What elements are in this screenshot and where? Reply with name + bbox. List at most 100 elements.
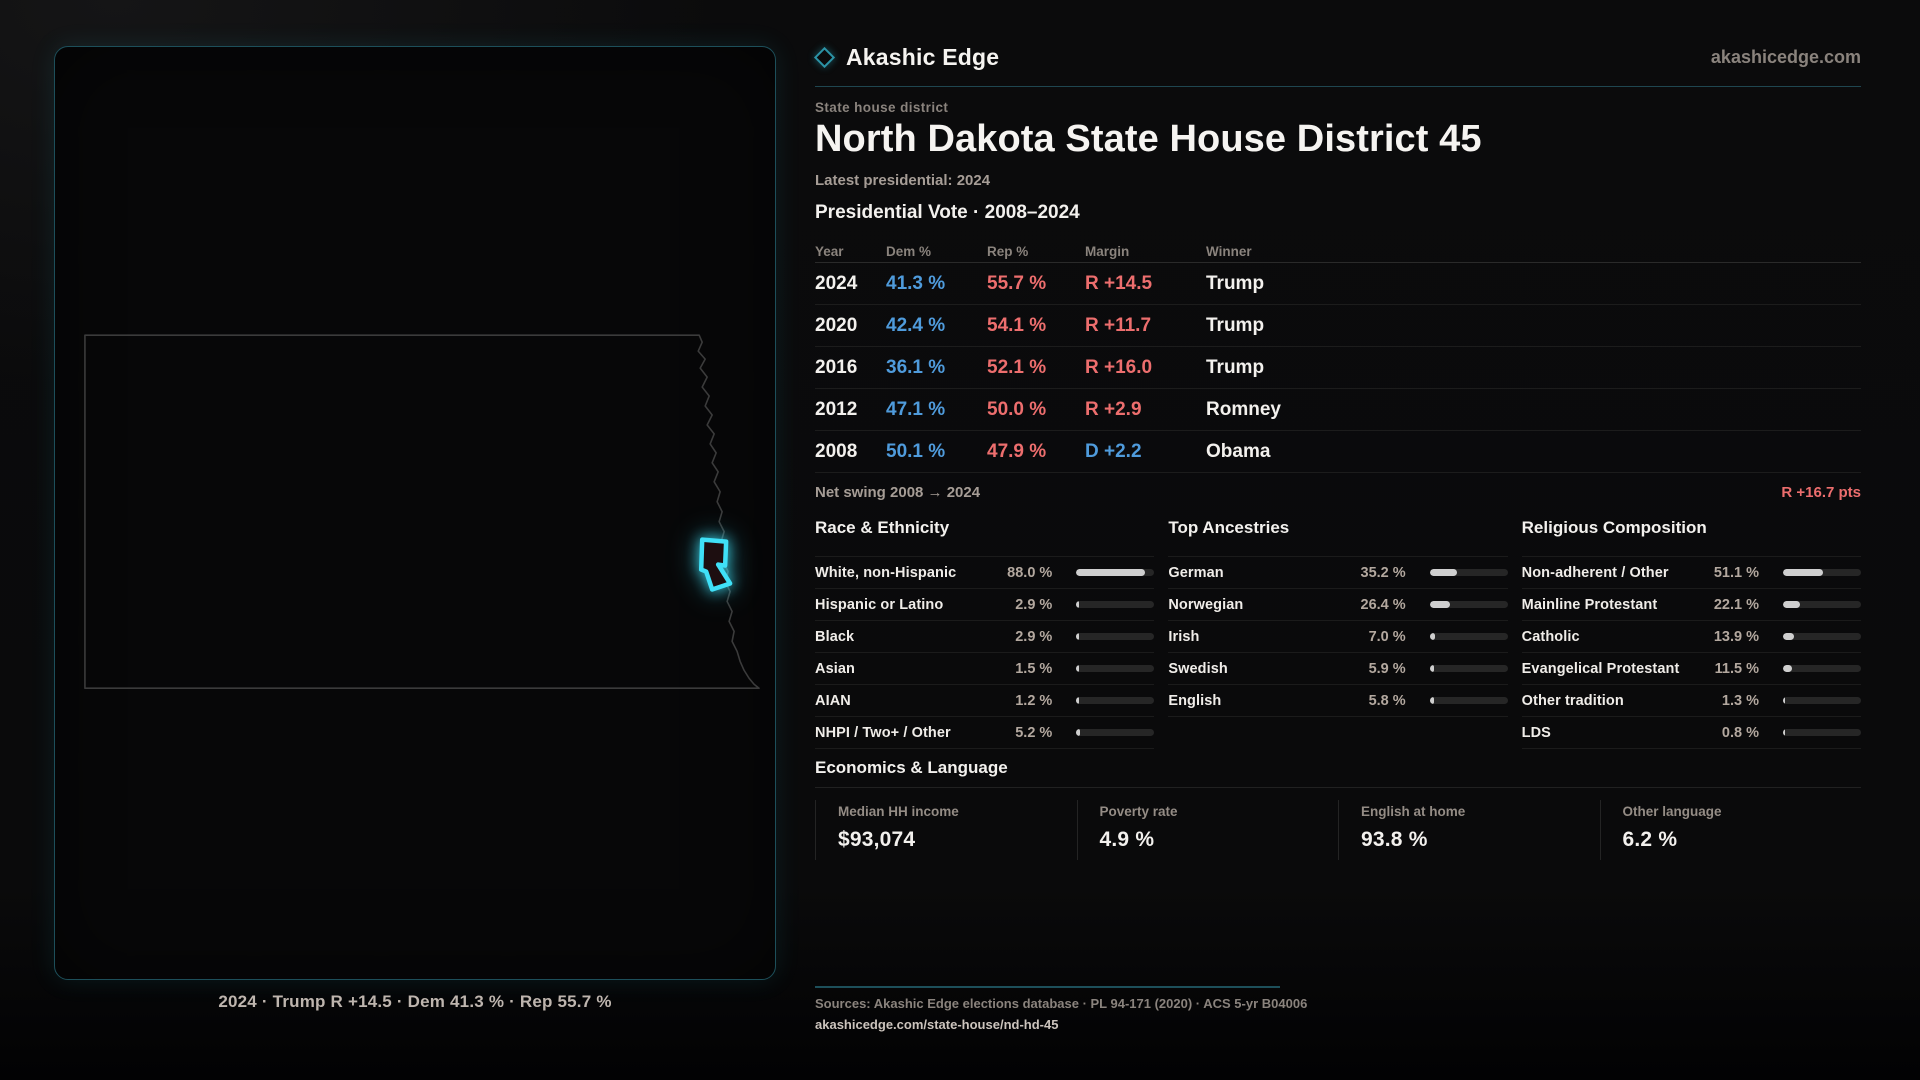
demo-value: 22.1 % xyxy=(1713,596,1759,613)
demo-row: Swedish 5.9 % xyxy=(1168,653,1508,685)
demo-label: LDS xyxy=(1521,724,1551,741)
demo-label: Black xyxy=(815,628,855,645)
stat-value: 6.2 % xyxy=(1622,828,1678,851)
demo-bar xyxy=(1076,665,1155,672)
demo-bar xyxy=(1076,697,1155,704)
ancestries-section: Top Ancestries German 35.2 % Norwegian 2… xyxy=(1168,518,1508,749)
demo-bar xyxy=(1429,665,1508,672)
demo-row: English 5.8 % xyxy=(1168,685,1508,717)
rep-cell: 55.7 % xyxy=(987,272,1047,294)
demo-value: 5.8 % xyxy=(1368,692,1406,709)
dem-cell: 47.1 % xyxy=(886,398,946,420)
stat-label: Other language xyxy=(1622,804,1722,819)
stat-cards: Median HH income $93,074 Poverty rate 4.… xyxy=(815,800,1861,860)
demo-label: Hispanic or Latino xyxy=(815,596,944,613)
demo-value: 88.0 % xyxy=(1007,564,1053,581)
margin-cell: R +11.7 xyxy=(1085,314,1152,336)
demo-bar xyxy=(1783,729,1861,736)
rep-cell: 47.9 % xyxy=(987,440,1047,462)
district-45-shape[interactable] xyxy=(698,537,733,592)
header-divider xyxy=(815,86,1861,87)
brand-row: Akashic Edge akashicedge.com xyxy=(813,44,1861,71)
demo-row: Asian 1.5 % xyxy=(815,653,1155,685)
demo-label: German xyxy=(1168,564,1224,581)
winner-cell: Trump xyxy=(1206,356,1265,378)
diamond-logo-icon xyxy=(813,46,836,69)
table-body: 2024 41.3 % 55.7 % R +14.5 Trump 2020 42… xyxy=(815,263,1861,473)
economics-divider xyxy=(815,787,1861,788)
demo-value: 1.2 % xyxy=(1015,692,1053,709)
demo-label: Mainline Protestant xyxy=(1521,596,1658,613)
table-row: 2016 36.1 % 52.1 % R +16.0 Trump xyxy=(815,347,1861,389)
demo-value: 5.2 % xyxy=(1015,724,1053,741)
demo-bar xyxy=(1429,633,1508,640)
demo-value: 35.2 % xyxy=(1360,564,1406,581)
demo-bar xyxy=(1783,569,1861,576)
demo-bar xyxy=(1429,601,1508,608)
winner-cell: Romney xyxy=(1206,398,1281,420)
demo-label: Asian xyxy=(815,660,855,677)
dem-cell: 42.4 % xyxy=(886,314,946,336)
state-outline xyxy=(84,334,760,690)
demo-value: 2.9 % xyxy=(1015,628,1053,645)
demo-value: 11.5 % xyxy=(1714,660,1759,677)
stat-card: Poverty rate 4.9 % xyxy=(1076,800,1339,860)
col-header-rep: Rep % xyxy=(987,243,1029,259)
demo-row: NHPI / Two+ / Other 5.2 % xyxy=(815,717,1155,749)
dem-cell: 50.1 % xyxy=(886,440,946,462)
brand-domain[interactable]: akashicedge.com xyxy=(1710,47,1861,67)
demo-row: Catholic 13.9 % xyxy=(1521,621,1861,653)
demo-label: Norwegian xyxy=(1168,596,1244,613)
vote-table-title: Presidential Vote · 2008–2024 xyxy=(815,202,1080,223)
religion-section-title: Religious Composition xyxy=(1521,518,1707,537)
rep-cell: 50.0 % xyxy=(987,398,1047,420)
demo-label: Swedish xyxy=(1168,660,1228,677)
demo-row: Norwegian 26.4 % xyxy=(1168,589,1508,621)
net-swing-value: R +16.7 pts xyxy=(1781,484,1861,501)
demo-bar xyxy=(1783,697,1861,704)
demo-row: German 35.2 % xyxy=(1168,557,1508,589)
col-header-year: Year xyxy=(815,243,844,259)
margin-cell: R +14.5 xyxy=(1085,272,1153,294)
demo-row: Irish 7.0 % xyxy=(1168,621,1508,653)
demo-row: Non-adherent / Other 51.1 % xyxy=(1521,557,1861,589)
map-panel xyxy=(54,46,776,980)
demo-bar xyxy=(1429,569,1508,576)
demo-bar xyxy=(1076,569,1155,576)
footer-divider xyxy=(815,986,1280,988)
stat-card: English at home 93.8 % xyxy=(1338,800,1600,860)
stat-label: English at home xyxy=(1361,804,1466,819)
presidential-vote-table: Year Dem % Rep % Margin Winner 2024 41.3… xyxy=(815,240,1861,473)
stat-value: 93.8 % xyxy=(1361,828,1428,851)
latest-presidential-label: Latest presidential: 2024 xyxy=(815,172,991,189)
demo-value: 0.8 % xyxy=(1721,724,1759,741)
race-section: Race & Ethnicity White, non-Hispanic 88.… xyxy=(815,518,1155,749)
north-dakota-map xyxy=(84,334,760,690)
permalink[interactable]: akashicedge.com/state-house/nd-hd-45 xyxy=(815,1017,1059,1032)
winner-cell: Trump xyxy=(1206,314,1265,336)
demo-bar xyxy=(1429,697,1508,704)
table-row: 2024 41.3 % 55.7 % R +14.5 Trump xyxy=(815,263,1861,305)
demographics-grid: Race & Ethnicity White, non-Hispanic 88.… xyxy=(815,518,1861,749)
demo-row: Hispanic or Latino 2.9 % xyxy=(815,589,1155,621)
demo-bar xyxy=(1076,729,1155,736)
net-swing-label: Net swing 2008 → 2024 xyxy=(815,484,981,501)
demo-row: LDS 0.8 % xyxy=(1521,717,1861,749)
demo-label: English xyxy=(1168,692,1222,709)
demo-value: 51.1 % xyxy=(1713,564,1759,581)
stat-card: Median HH income $93,074 xyxy=(815,800,1077,860)
year-cell: 2024 xyxy=(815,272,858,294)
demo-row: Evangelical Protestant 11.5 % xyxy=(1521,653,1861,685)
demo-label: AIAN xyxy=(815,692,851,709)
demo-value: 1.3 % xyxy=(1721,692,1759,709)
col-header-dem: Dem % xyxy=(886,243,932,259)
winner-cell: Trump xyxy=(1206,272,1265,294)
stat-label: Median HH income xyxy=(838,804,959,819)
table-row: 2012 47.1 % 50.0 % R +2.9 Romney xyxy=(815,389,1861,431)
demo-value: 5.9 % xyxy=(1368,660,1406,677)
stat-card: Other language 6.2 % xyxy=(1599,800,1862,860)
demo-value: 2.9 % xyxy=(1015,596,1053,613)
stat-label: Poverty rate xyxy=(1099,804,1178,819)
col-header-margin: Margin xyxy=(1085,243,1130,259)
